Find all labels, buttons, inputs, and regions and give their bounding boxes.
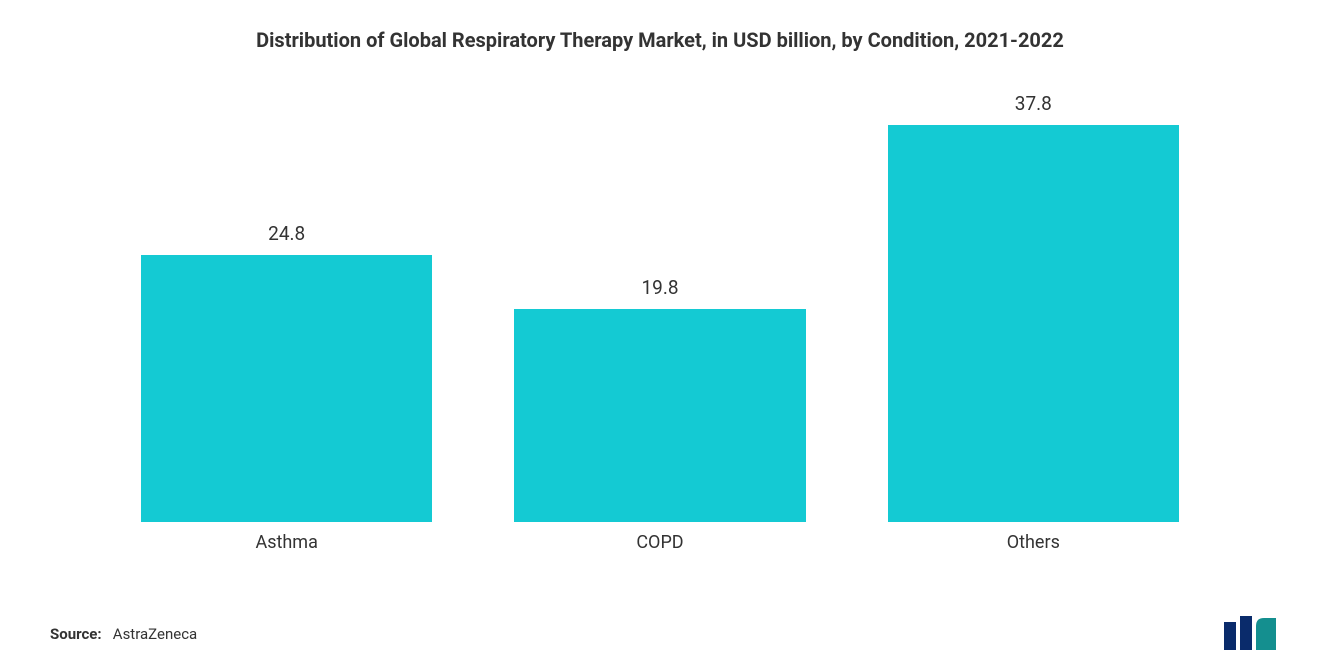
- bar-column: 37.8: [847, 92, 1220, 522]
- chart-title: Distribution of Global Respiratory Thera…: [40, 28, 1280, 52]
- bar-value-label: 19.8: [641, 276, 678, 299]
- x-axis-label: Others: [847, 532, 1220, 553]
- x-axis-label: COPD: [473, 532, 846, 553]
- bars-row: 24.8 19.8 37.8: [80, 92, 1240, 522]
- bar: [888, 125, 1179, 522]
- bar-column: 24.8: [100, 92, 473, 522]
- source-text: AstraZeneca: [113, 625, 197, 643]
- source-label: Source:: [50, 625, 102, 643]
- bar-value-label: 37.8: [1015, 92, 1052, 115]
- bar: [141, 255, 432, 522]
- x-axis-labels: AsthmaCOPDOthers: [80, 532, 1240, 553]
- source-citation: Source: AstraZeneca: [50, 625, 197, 643]
- plot-area: 24.8 19.8 37.8: [80, 92, 1240, 522]
- x-axis-label: Asthma: [100, 532, 473, 553]
- brand-logo-icon: [1222, 616, 1280, 650]
- chart-container: Distribution of Global Respiratory Thera…: [0, 0, 1320, 665]
- bar-value-label: 24.8: [268, 222, 305, 245]
- bar-column: 19.8: [473, 92, 846, 522]
- bar: [514, 309, 805, 522]
